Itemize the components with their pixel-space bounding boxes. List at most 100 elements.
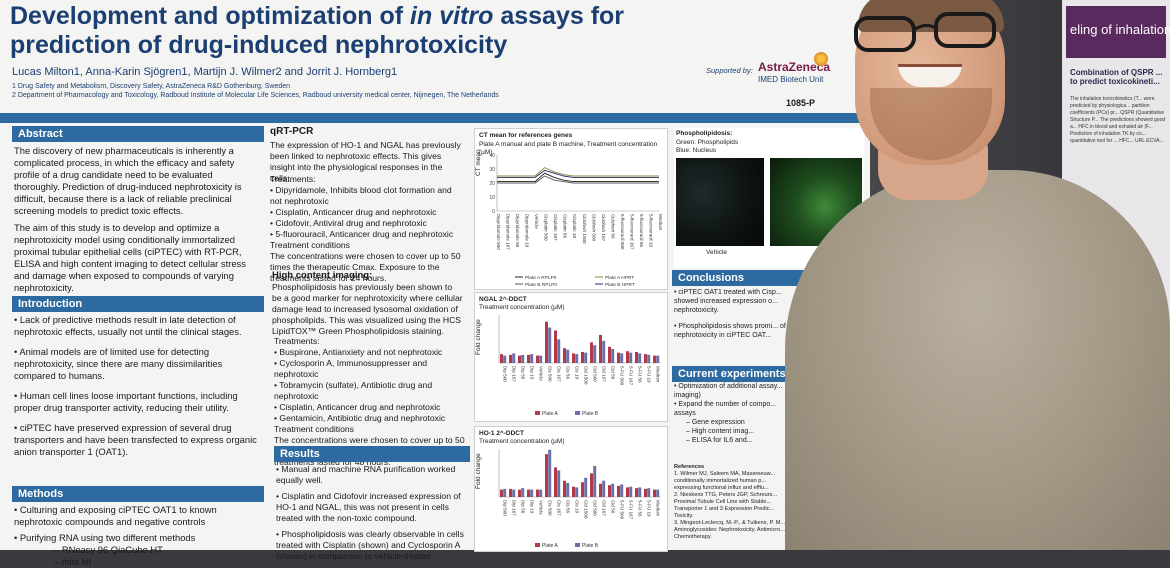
treatment-item: • Cyclosporin A, Immunosuppresser and ne… xyxy=(274,358,428,379)
current-list: • Optimization of additional assay... im… xyxy=(674,382,794,445)
bar xyxy=(590,342,593,363)
x-tick-label: Cid 167 xyxy=(602,366,607,382)
methods-item-text: Culturing and exposing ciPTEC OAT1 to kn… xyxy=(14,504,217,527)
current-item: • Expand the number of compo... assays xyxy=(674,401,777,417)
chart-ct-plot: 0 10 20 30 40 Dipyridamole 500 Dipyridamole 16… xyxy=(489,153,663,288)
x-tick-label: Medium xyxy=(658,214,663,231)
bar xyxy=(644,488,647,497)
chart-ho1: HO-1 2^-DDCT Treatment concentration (µM… xyxy=(474,426,668,552)
intro-item-text: ciPTEC have preserved expression of seve… xyxy=(14,422,257,457)
results-item-text: Phospholipidosis was clearly observable … xyxy=(276,529,464,561)
methods-subitem: – mini kit xyxy=(54,556,91,567)
sponsor-unit: IMED Biotech Unit xyxy=(758,75,824,84)
results-item-text: Manual and machine RNA purification work… xyxy=(276,464,456,485)
adjacent-poster-title: eling of inhalation xyxy=(1070,22,1170,37)
bar xyxy=(653,489,656,497)
supported-by: Supported by: xyxy=(706,66,753,75)
bar xyxy=(653,355,656,363)
bar xyxy=(557,339,561,363)
bar xyxy=(647,354,651,363)
hci-intro: Phospholipidosis has previously been sho… xyxy=(272,282,463,336)
bar xyxy=(638,487,642,497)
bar xyxy=(530,354,534,363)
x-tick-label: 5-fluorouracil 500 xyxy=(620,214,625,250)
qrtpcr-heading: qRT-PCR xyxy=(270,126,314,137)
qrtpcr-intro: The expression of HO-1 and NGAL has prev… xyxy=(270,140,461,183)
x-tick-label: Dip 56 xyxy=(521,500,526,514)
intro-item: • Human cell lines loose important funct… xyxy=(14,390,238,413)
section-heading-abstract: Abstract xyxy=(12,126,264,142)
section-heading-introduction: Introduction xyxy=(12,296,264,312)
x-tick-label: Cisplatin 500 xyxy=(544,214,549,241)
x-tick-label: 5-fluorouracil 167 xyxy=(629,214,634,250)
series-line xyxy=(497,175,659,184)
legend-swatch xyxy=(575,543,580,547)
legend-swatch xyxy=(575,411,580,415)
bar xyxy=(575,487,579,497)
x-tick-label: Vehicle xyxy=(534,214,539,229)
treatment-text: 5-fluorouracil, Anticancer drug and neph… xyxy=(275,229,454,239)
x-tick-label: Dipyridamole 19 xyxy=(525,214,530,248)
methods-subitem-text: mini kit xyxy=(61,556,91,567)
phospho-legend-blue: Blue: Nucleus xyxy=(676,147,717,154)
chart-ct-mean: CT mean for references genes Plate A man… xyxy=(474,128,668,290)
series-line xyxy=(497,167,659,177)
bar xyxy=(563,348,566,363)
intro-item: • Lack of predictive methods result in l… xyxy=(14,314,242,337)
chart-ngal-title: NGAL 2^-DDCT xyxy=(479,296,527,303)
bar xyxy=(584,352,588,363)
x-tick-label: Cis 500 xyxy=(548,500,553,516)
x-tick-label: Cidofovir 500 xyxy=(591,214,596,242)
x-tick-label: 5-FU 56 xyxy=(638,500,643,517)
phospho-caption: Vehicle xyxy=(706,249,727,256)
reference-item: 1. Wilmer MJ, Saleem MA, Masereeuw... co… xyxy=(674,471,776,491)
bar xyxy=(554,467,557,497)
section-heading-results: Results xyxy=(274,446,470,462)
treatment-text: Tobramycin (sulfate), Antibiotic drug an… xyxy=(274,380,433,401)
reference-item: 3. Mingeot-Leclercq, M.-P., & Tulkens, P… xyxy=(674,520,786,540)
x-tick-label: Dipyridamole 167 xyxy=(506,214,511,250)
current-subitem-text: ELISA for IL6 and... xyxy=(691,437,753,444)
y-tick-label: 40 xyxy=(489,153,495,159)
bar xyxy=(536,355,539,363)
glasses-icon xyxy=(854,12,996,52)
current-item-text: Expand the number of compo... assays xyxy=(674,401,777,417)
bar xyxy=(536,489,539,497)
x-tick-label: Cid 500 xyxy=(593,366,598,382)
chart-ngal: NGAL 2^-DDCT Treatment concentration (µM… xyxy=(474,292,668,422)
phospho-legend-green: Green: Phospholipids xyxy=(676,139,739,146)
bar xyxy=(509,488,512,497)
bar xyxy=(593,465,597,497)
x-tick-label: Cis 167 xyxy=(557,366,562,382)
bar xyxy=(566,482,570,497)
x-tick-label: Cid 1500 xyxy=(584,366,589,385)
treatment-item: • Cidofovir, Antiviral drug and nephroto… xyxy=(270,218,427,228)
treatment-text: Cisplatin, Anticancer drug and nephrotox… xyxy=(275,207,437,217)
bar xyxy=(602,340,606,363)
x-tick-label: Medium xyxy=(656,366,661,383)
x-tick-label: Vehicle xyxy=(539,500,544,515)
methods-item-text: Purifying RNA using two different method… xyxy=(19,532,196,543)
x-tick-label: Cidofovir 56 xyxy=(610,214,615,239)
bar xyxy=(611,348,615,363)
bar xyxy=(539,355,543,363)
qrtpcr-conditions-text: The concentrations were chosen to cover … xyxy=(270,251,461,283)
chart-ho1-plot: Dip 500 Dip 167 Dip 56 Dip 19 Vehicle Cis 500… xyxy=(498,449,661,549)
x-tick-label: Cidofovir 1500 xyxy=(582,214,587,244)
treatment-text: Dipyridamole, Inhibits blood clot format… xyxy=(270,185,452,206)
bar xyxy=(617,352,620,363)
poster-title-line2: prediction of drug-induced nephrotoxicit… xyxy=(10,31,508,59)
abstract-paragraph-2: The aim of this study is to develop and … xyxy=(14,222,246,293)
bar xyxy=(548,327,552,363)
y-tick-label: 30 xyxy=(489,167,495,173)
bar xyxy=(626,351,629,363)
bar xyxy=(593,345,597,363)
treatment-item: • Cisplatin, Anticancer drug and nephrot… xyxy=(274,402,441,412)
intro-item-text: Lack of predictive methods result in lat… xyxy=(14,314,242,337)
x-tick-label: Cisplatin 167 xyxy=(553,214,558,241)
treatment-item: • Tobramycin (sulfate), Antibiotic drug … xyxy=(274,380,433,401)
x-tick-label: 5-FU 500 xyxy=(620,500,625,520)
legend-swatch xyxy=(535,411,540,415)
legend-label: Plate B RPLP0 xyxy=(525,282,557,288)
results-item: • Cisplatin and Cidofovir increased expr… xyxy=(276,491,461,523)
